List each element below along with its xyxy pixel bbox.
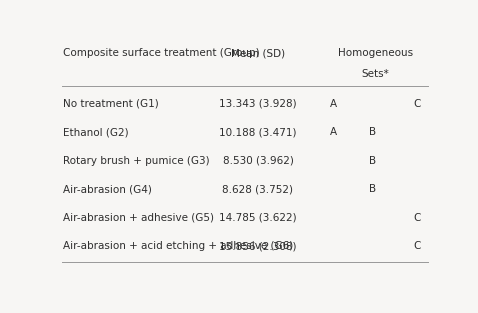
Text: 14.785 (3.622): 14.785 (3.622)	[219, 213, 297, 223]
Text: C: C	[413, 241, 421, 251]
Text: Air-abrasion + adhesive (G5): Air-abrasion + adhesive (G5)	[64, 213, 215, 223]
Text: A: A	[330, 99, 337, 109]
Text: No treatment (G1): No treatment (G1)	[64, 99, 159, 109]
Text: C: C	[413, 213, 421, 223]
Text: 15.856 (2.308): 15.856 (2.308)	[219, 241, 297, 251]
Text: 8.628 (3.752): 8.628 (3.752)	[222, 184, 293, 194]
Text: Rotary brush + pumice (G3): Rotary brush + pumice (G3)	[64, 156, 210, 166]
Text: 10.188 (3.471): 10.188 (3.471)	[219, 127, 297, 137]
Text: B: B	[369, 184, 376, 194]
Text: B: B	[369, 156, 376, 166]
Text: Air-abrasion (G4): Air-abrasion (G4)	[64, 184, 152, 194]
Text: A: A	[330, 127, 337, 137]
Text: B: B	[369, 127, 376, 137]
Text: Mean (SD): Mean (SD)	[231, 49, 285, 59]
Text: C: C	[413, 99, 421, 109]
Text: 13.343 (3.928): 13.343 (3.928)	[219, 99, 297, 109]
Text: Air-abrasion + acid etching + adhesive (G6): Air-abrasion + acid etching + adhesive (…	[64, 241, 293, 251]
Text: Homogeneous: Homogeneous	[338, 49, 413, 59]
Text: Composite surface treatment (Group): Composite surface treatment (Group)	[64, 49, 260, 59]
Text: 8.530 (3.962): 8.530 (3.962)	[222, 156, 293, 166]
Text: Sets*: Sets*	[362, 69, 390, 79]
Text: Ethanol (G2): Ethanol (G2)	[64, 127, 129, 137]
